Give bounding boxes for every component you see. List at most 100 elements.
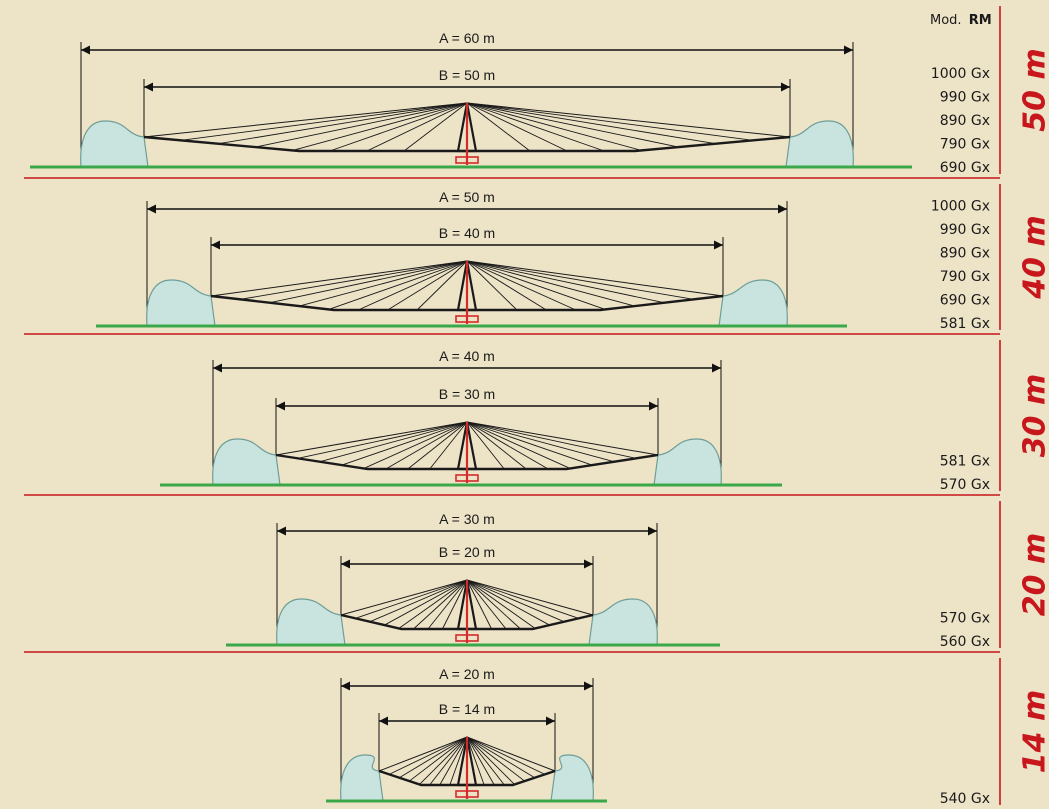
cable-left	[399, 736, 468, 779]
cable-left	[299, 260, 468, 307]
model-label: 790 Gx	[940, 137, 990, 153]
a-dimension-label: A = 50 m	[439, 189, 495, 205]
cable-right	[466, 102, 679, 148]
cable-right	[466, 736, 495, 786]
cable-left	[413, 579, 468, 630]
canopy-right	[653, 438, 722, 486]
cable-left	[388, 736, 468, 775]
cable-edge-left	[210, 260, 468, 297]
cable-right	[466, 579, 507, 630]
width-label: 20 m	[1018, 533, 1049, 616]
cable-left	[358, 260, 468, 311]
canopy-left	[276, 598, 346, 646]
b-dimension-label: B = 14 m	[439, 701, 495, 717]
cable-left	[409, 736, 468, 782]
cable-left	[366, 102, 468, 152]
cable-left	[292, 102, 468, 151]
canopy-left	[340, 754, 384, 802]
canopy-left	[146, 279, 216, 327]
cable-edge-left	[143, 102, 468, 138]
cable-left	[449, 736, 468, 786]
cable-right	[466, 421, 615, 463]
cable-left	[416, 260, 468, 311]
b-dimension-label: B = 20 m	[439, 544, 495, 560]
cable-edge-right	[466, 421, 659, 456]
cable-left	[240, 260, 468, 300]
a-dimension-label: A = 30 m	[439, 511, 495, 527]
canopy-right	[718, 279, 788, 327]
cable-right	[466, 579, 492, 630]
mast-base	[455, 790, 479, 798]
model-label: 1000 Gx	[931, 66, 990, 82]
cable-right	[466, 102, 716, 145]
model-label: 581 Gx	[940, 454, 990, 470]
model-label: 990 Gx	[940, 90, 990, 106]
cable-right	[466, 421, 527, 470]
mod-prefix: Mod.	[930, 13, 962, 28]
cable-right	[466, 102, 642, 151]
cable-edge-right	[466, 102, 791, 138]
canopy-right	[550, 754, 594, 802]
mod-label: Mod. RM	[930, 13, 992, 28]
cable-right	[466, 102, 753, 141]
model-label: 581 Gx	[940, 316, 990, 332]
cable-left	[341, 421, 468, 466]
sections: A = 60 m B = 50 m 50 m 1000 Gx 990 Gx 890 Gx 7…	[24, 6, 1049, 807]
section-4: A = 20 m B = 14 m 14 m 540 Gx	[326, 658, 1049, 807]
cable-left	[297, 421, 468, 459]
canopy-right	[588, 598, 658, 646]
model-label: 890 Gx	[940, 113, 990, 129]
cable-edge-left	[340, 579, 468, 616]
cable-left	[419, 736, 468, 785]
cable-right	[466, 736, 505, 786]
mast-base	[455, 634, 479, 642]
cable-right	[466, 260, 606, 310]
cable-right	[466, 260, 635, 307]
b-dimension-label: B = 50 m	[439, 67, 495, 83]
cable-left	[384, 579, 468, 626]
cable-left	[427, 579, 468, 630]
model-label: 570 Gx	[940, 611, 990, 627]
cable-right	[466, 102, 605, 152]
cable-right	[466, 579, 565, 623]
cable-left	[255, 102, 468, 148]
cable-edge-right	[466, 579, 594, 616]
cable-right	[466, 736, 525, 782]
cable-right	[466, 102, 568, 152]
a-dimension-label: A = 20 m	[439, 666, 495, 682]
width-label: 50 m	[1018, 48, 1049, 131]
section-1: A = 50 m B = 40 m 40 m 1000 Gx 990 Gx 890 Gx 7…	[24, 184, 1049, 335]
cable-right	[466, 260, 576, 311]
cable-right	[466, 736, 546, 775]
cable-right	[466, 421, 637, 459]
cable-right	[466, 736, 515, 785]
model-label: 690 Gx	[940, 160, 990, 176]
cable-left	[319, 421, 468, 463]
a-dimension-label: A = 40 m	[439, 348, 495, 364]
cable-edge-left	[378, 736, 468, 772]
mast-base	[455, 474, 479, 482]
cable-right	[466, 579, 521, 630]
cable-left	[218, 102, 468, 145]
cable-left	[363, 421, 468, 469]
section-3: A = 30 m B = 20 m 20 m 570 Gx 560 Gx	[24, 501, 1049, 653]
cable-edge-right	[466, 260, 724, 297]
cable-right	[466, 260, 694, 300]
b-dimension-label: B = 30 m	[439, 386, 495, 402]
width-label: 14 m	[1018, 690, 1049, 773]
a-dimension-label: A = 60 m	[439, 30, 495, 46]
model-label: 560 Gx	[940, 634, 990, 650]
width-label: 30 m	[1018, 374, 1049, 457]
cable-right	[466, 260, 547, 311]
cable-right	[466, 102, 531, 152]
mast-base	[455, 315, 479, 323]
width-label: 40 m	[1018, 215, 1049, 299]
cable-left	[385, 421, 468, 470]
cable-left	[329, 102, 468, 152]
cable-left	[429, 736, 468, 786]
canopy-left	[80, 120, 149, 168]
cable-right	[466, 579, 536, 629]
cable-right	[466, 421, 571, 469]
